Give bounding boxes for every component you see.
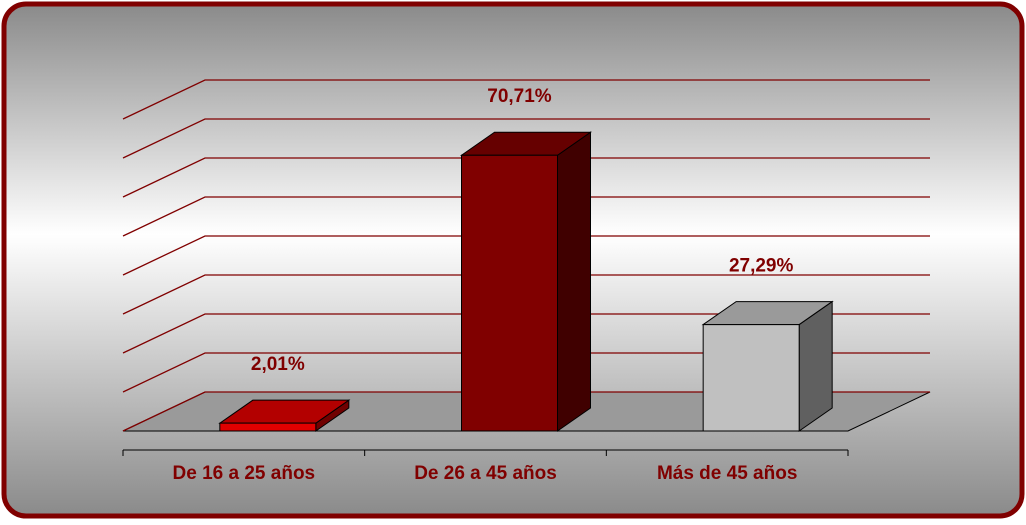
bar [701, 300, 834, 432]
grid-line [122, 313, 930, 354]
grid-line [122, 79, 930, 120]
data-label: 2,01% [251, 354, 305, 375]
grid-line [122, 196, 930, 237]
grid-line [122, 274, 930, 315]
grid-line [122, 352, 930, 393]
bar-front [219, 422, 317, 432]
bar [459, 131, 593, 432]
grid-line [122, 235, 930, 276]
grid-line [122, 391, 930, 432]
x-tick-label: Más de 45 años [657, 463, 797, 484]
bar [218, 399, 351, 432]
bar-side [557, 131, 591, 432]
bar-front [461, 154, 558, 432]
x-tick-label: De 16 a 25 años [173, 463, 316, 484]
data-label: 70,71% [487, 86, 552, 107]
data-label: 27,29% [729, 256, 794, 277]
grid-line [122, 118, 930, 159]
x-tick-label: De 26 a 45 años [414, 463, 557, 484]
grid-line [122, 157, 930, 198]
bar-front [702, 324, 800, 432]
